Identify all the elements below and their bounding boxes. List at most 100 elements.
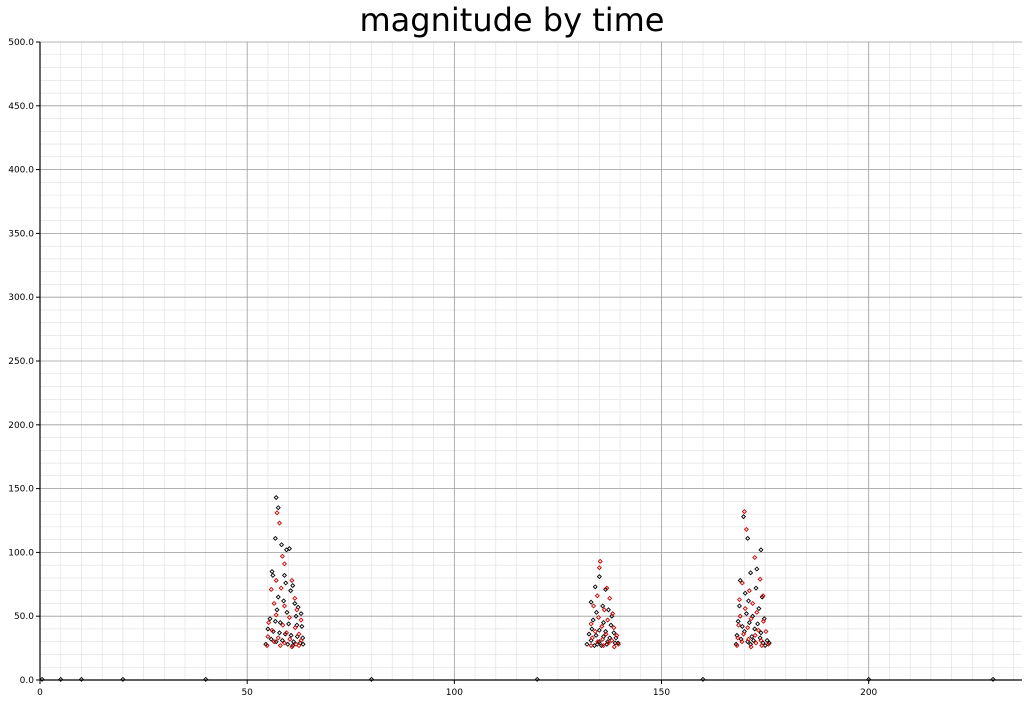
axes [36, 41, 1022, 684]
data-point-red [292, 625, 298, 631]
data-point-black [615, 640, 621, 646]
data-point-red [281, 640, 288, 646]
data-point-black [608, 622, 614, 628]
data-point-red [755, 627, 762, 633]
data-point-black [281, 572, 288, 578]
data-point-red [274, 510, 280, 516]
data-point-red [298, 637, 304, 643]
data-point-red [734, 643, 740, 649]
data-point-black [58, 676, 64, 682]
data-point-red [594, 593, 600, 599]
data-point-red [748, 616, 754, 622]
x-tick-label: 0 [37, 688, 43, 698]
data-point-red [605, 617, 611, 623]
data-point-black [593, 632, 599, 638]
data-point-red [269, 627, 275, 633]
data-point-black [590, 617, 596, 623]
data-point-red [595, 639, 601, 645]
data-point-red [277, 643, 283, 649]
data-point-red [281, 561, 288, 567]
data-point-black [743, 611, 749, 617]
data-point-red [271, 639, 277, 645]
data-point-red [607, 595, 613, 601]
data-point-black [39, 676, 45, 682]
data-point-red [268, 586, 274, 592]
data-point-red [600, 643, 607, 649]
x-tick-label: 150 [653, 688, 670, 698]
data-point-red [265, 634, 271, 640]
data-point-black [758, 630, 764, 636]
data-point-black [745, 535, 751, 541]
data-point-red [605, 640, 612, 646]
data-point-black [755, 621, 761, 627]
data-point-red [611, 644, 617, 650]
data-point-red [736, 597, 742, 603]
data-point-red [757, 576, 763, 582]
data-point-red [609, 637, 615, 643]
data-point-black [754, 566, 760, 572]
data-point-red [596, 565, 602, 571]
data-point-black [735, 618, 741, 624]
data-point-black [269, 569, 275, 575]
data-point-red [741, 509, 747, 515]
data-point-black [300, 641, 306, 647]
data-point-black [534, 676, 540, 682]
data-point-red [279, 553, 285, 559]
data-point-red [298, 617, 304, 623]
data-point-black [286, 546, 292, 552]
data-point-black [746, 620, 752, 626]
data-point-black [293, 613, 299, 619]
data-point-red [760, 593, 766, 599]
data-point-red [596, 614, 602, 621]
data-point-red [592, 628, 598, 635]
data-point-black [272, 618, 278, 624]
data-point-black [586, 631, 592, 637]
y-tick-label: 450.0 [8, 102, 34, 112]
data-point-red [614, 632, 620, 638]
data-point-black [753, 585, 759, 591]
data-point-red [591, 603, 597, 609]
data-point-red [746, 588, 752, 594]
data-point-black [748, 570, 754, 576]
chart-title: magnitude by time [359, 1, 665, 39]
data-point-black [742, 590, 748, 596]
data-point-red [752, 554, 758, 561]
data-point-red [283, 630, 290, 636]
data-point-black [270, 628, 276, 635]
data-point-black [600, 620, 607, 626]
y-tick-label: 500.0 [8, 38, 34, 48]
data-point-red [276, 520, 283, 526]
data-point-red [745, 625, 751, 631]
data-point-red [273, 612, 279, 618]
data-point-black [594, 641, 600, 647]
y-tick-label: 0.0 [20, 676, 35, 686]
data-point-black [272, 535, 278, 541]
data-point-red [273, 577, 279, 584]
data-point-red [739, 639, 745, 645]
data-point-black [600, 603, 606, 609]
data-point-red [278, 585, 284, 591]
data-point-black [737, 577, 743, 584]
data-point-black [611, 630, 617, 636]
data-point-black [265, 626, 271, 632]
data-point-black [270, 572, 276, 578]
data-point-black [745, 598, 752, 604]
data-point-black [758, 547, 764, 553]
major-grid [39, 41, 1022, 681]
data-point-red [736, 622, 742, 628]
data-point-red [758, 637, 764, 643]
data-point-red [611, 625, 617, 631]
data-point-red [599, 623, 605, 629]
y-tick-label: 300.0 [8, 293, 34, 303]
data-point-black [596, 574, 602, 580]
data-point-black [736, 603, 742, 609]
x-tick-label: 200 [860, 688, 877, 698]
data-point-black [591, 643, 597, 649]
data-point-red [296, 643, 302, 649]
y-tick-labels: 0.0 50.0 100.0 150.0 200.0 250.0 300.0 350.0 400… [8, 38, 34, 686]
data-point-black [298, 611, 304, 617]
data-point-black [700, 676, 706, 682]
data-point-black [605, 607, 612, 613]
data-point-black [290, 583, 296, 589]
data-point-red [765, 641, 771, 647]
